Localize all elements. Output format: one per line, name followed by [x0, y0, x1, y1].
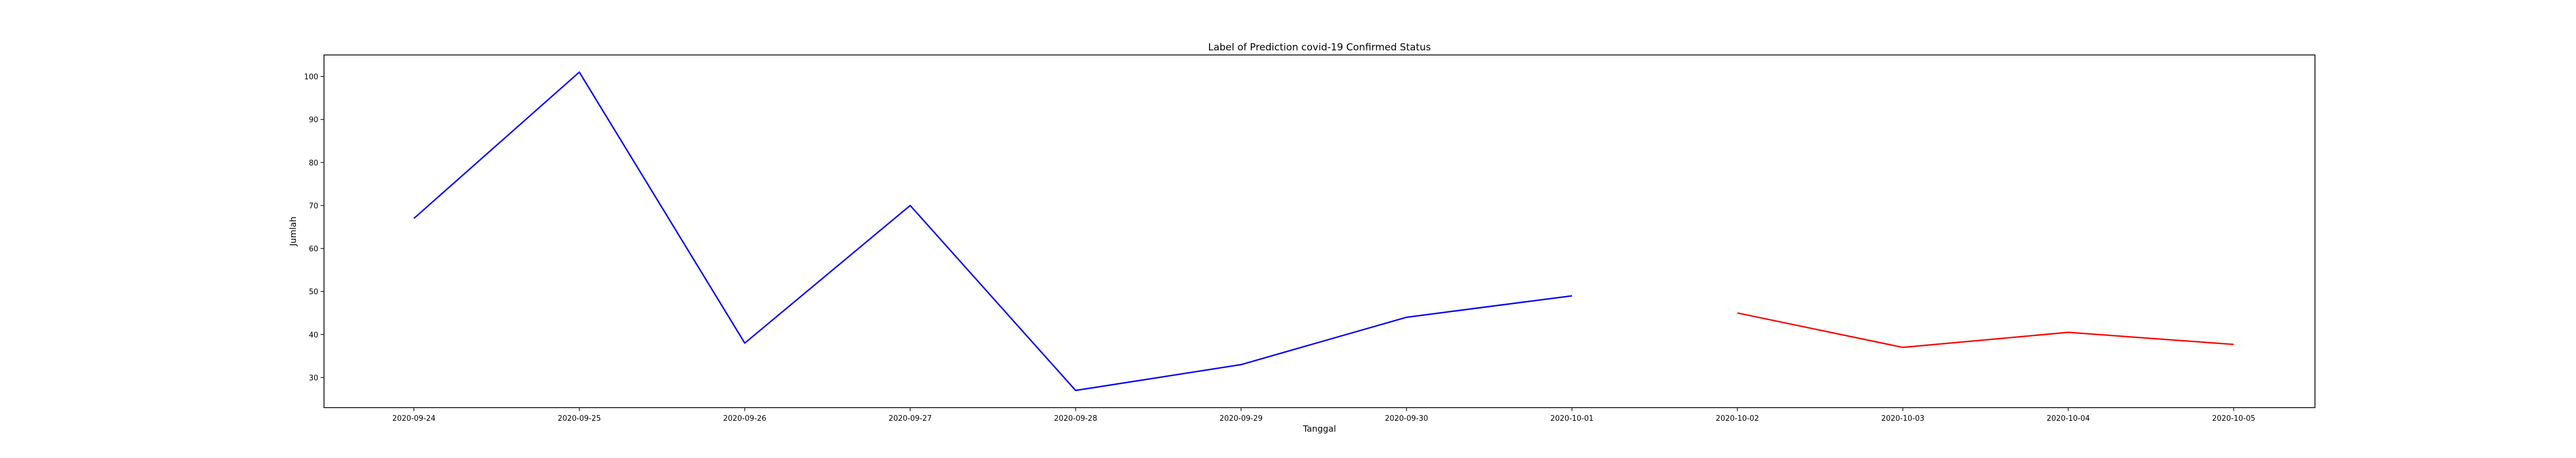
y-axis: 30 40 50 60 70 80 90 100	[304, 73, 324, 382]
x-tick-label: 2020-09-29	[1219, 414, 1263, 423]
y-tick-label: 80	[309, 159, 318, 168]
y-tick-label: 90	[309, 116, 318, 125]
x-tick-label: 2020-10-05	[2212, 414, 2255, 423]
x-tick-label: 2020-10-02	[1716, 414, 1759, 423]
axes-frame	[323, 54, 2316, 408]
x-axis: 2020-09-24 2020-09-25 2020-09-26 2020-09-27…	[392, 408, 2255, 423]
series-line-1	[413, 71, 1573, 392]
y-tick-label: 40	[309, 331, 318, 339]
x-tick-label: 2020-09-26	[723, 414, 767, 423]
y-tick-label: 100	[304, 73, 318, 82]
x-tick-label: 2020-10-01	[1550, 414, 1594, 423]
x-tick-label: 2020-10-04	[2046, 414, 2090, 423]
y-axis-label: Jumlah	[288, 216, 298, 246]
x-tick-label: 2020-10-03	[1881, 414, 1925, 423]
y-tick-label: 60	[309, 245, 318, 254]
x-axis-label: Tanggal	[1302, 424, 1336, 434]
x-tick-label: 2020-09-25	[558, 414, 601, 423]
y-tick-label: 70	[309, 202, 318, 211]
plot-area	[413, 71, 2234, 392]
chart-title: Label of Prediction covid-19 Confirmed S…	[1208, 42, 1431, 53]
x-tick-label: 2020-09-30	[1385, 414, 1428, 423]
x-tick-label: 2020-09-28	[1054, 414, 1097, 423]
y-tick-label: 30	[309, 374, 318, 382]
x-tick-label: 2020-09-24	[392, 414, 436, 423]
series-line-2	[1737, 312, 2234, 349]
x-tick-label: 2020-09-27	[888, 414, 932, 423]
y-tick-label: 50	[309, 288, 318, 297]
